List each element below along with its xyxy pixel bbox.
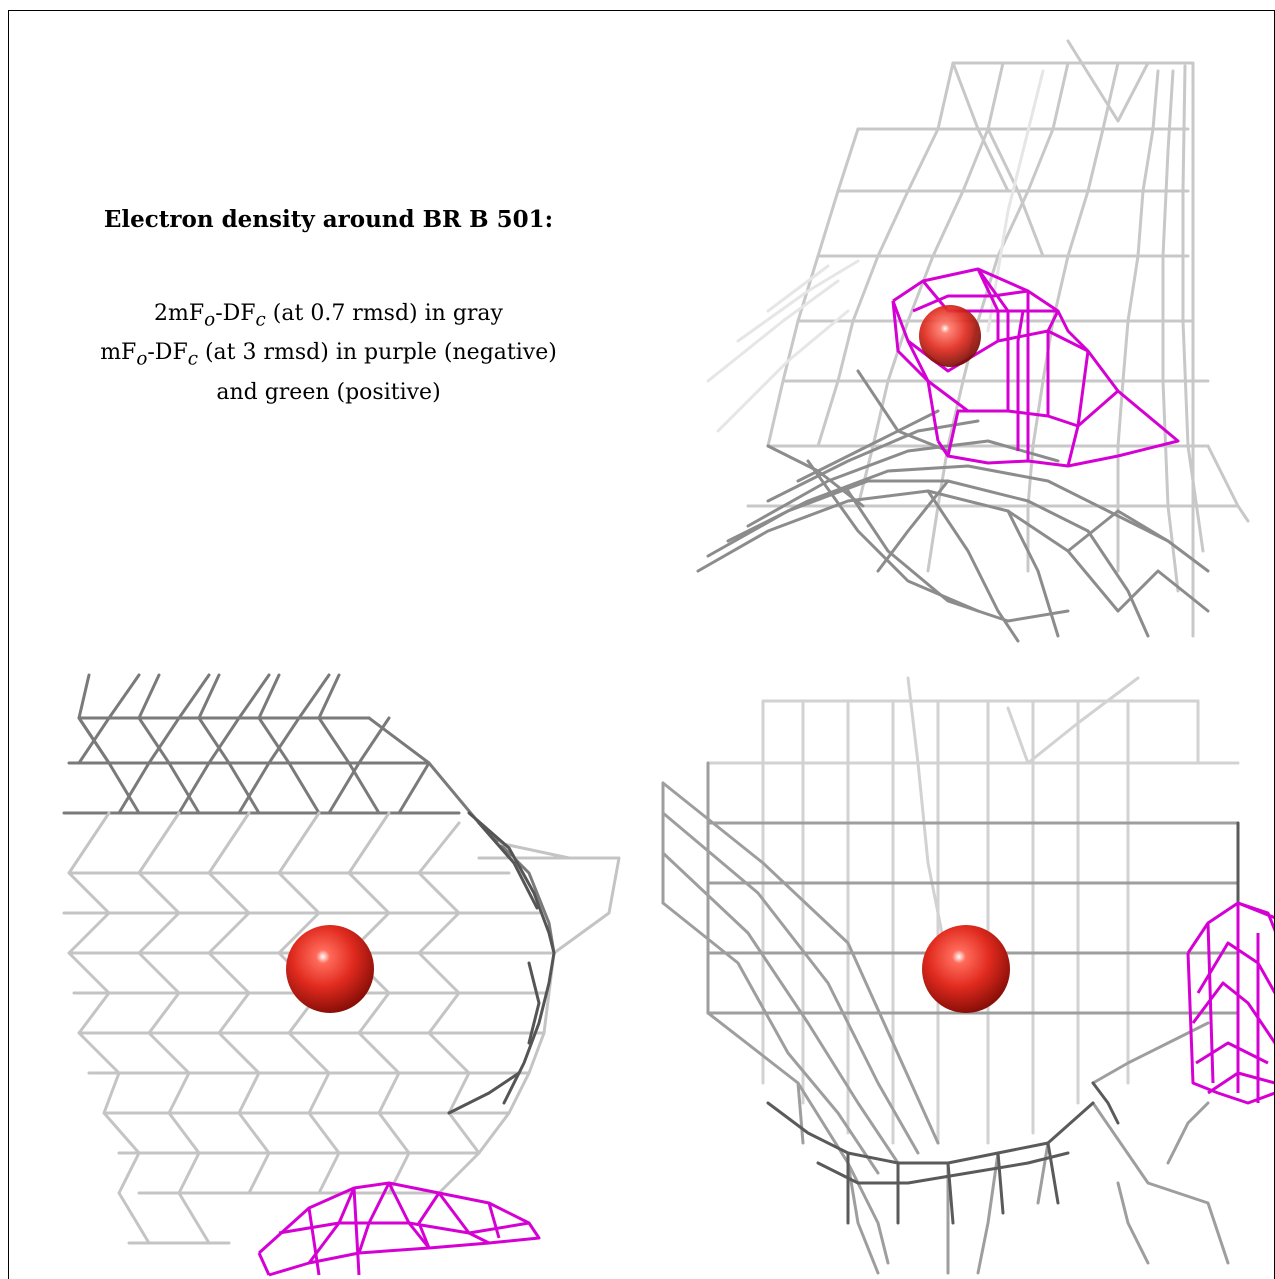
purple-mesh (257, 1181, 541, 1277)
view-1-panel (648, 10, 1275, 664)
red-sphere (919, 305, 981, 367)
view-3-panel (648, 663, 1275, 1279)
view-3-render (661, 676, 1274, 1275)
view-2-render (62, 673, 621, 1277)
legend-2fofc: 2mFo-DFc (at 0.7 rmsd) in gray (154, 301, 503, 331)
caption-heading: Electron density around BR B 501: (103, 206, 554, 233)
view-1-render (696, 39, 1250, 643)
red-sphere (922, 925, 1010, 1013)
legend-fofc: mFo-DFc (at 3 rmsd) in purple (negative) (100, 340, 557, 370)
purple-mesh (891, 267, 1180, 468)
legend-positive: and green (positive) (216, 379, 441, 405)
caption: Electron density around BR B 501: 2mFo-D… (9, 206, 648, 409)
red-sphere (286, 925, 374, 1013)
caption-cell: Electron density around BR B 501: 2mFo-D… (8, 10, 649, 664)
view-2-panel (8, 663, 649, 1279)
purple-mesh (1186, 901, 1274, 1105)
gray-mesh (661, 676, 1240, 1275)
